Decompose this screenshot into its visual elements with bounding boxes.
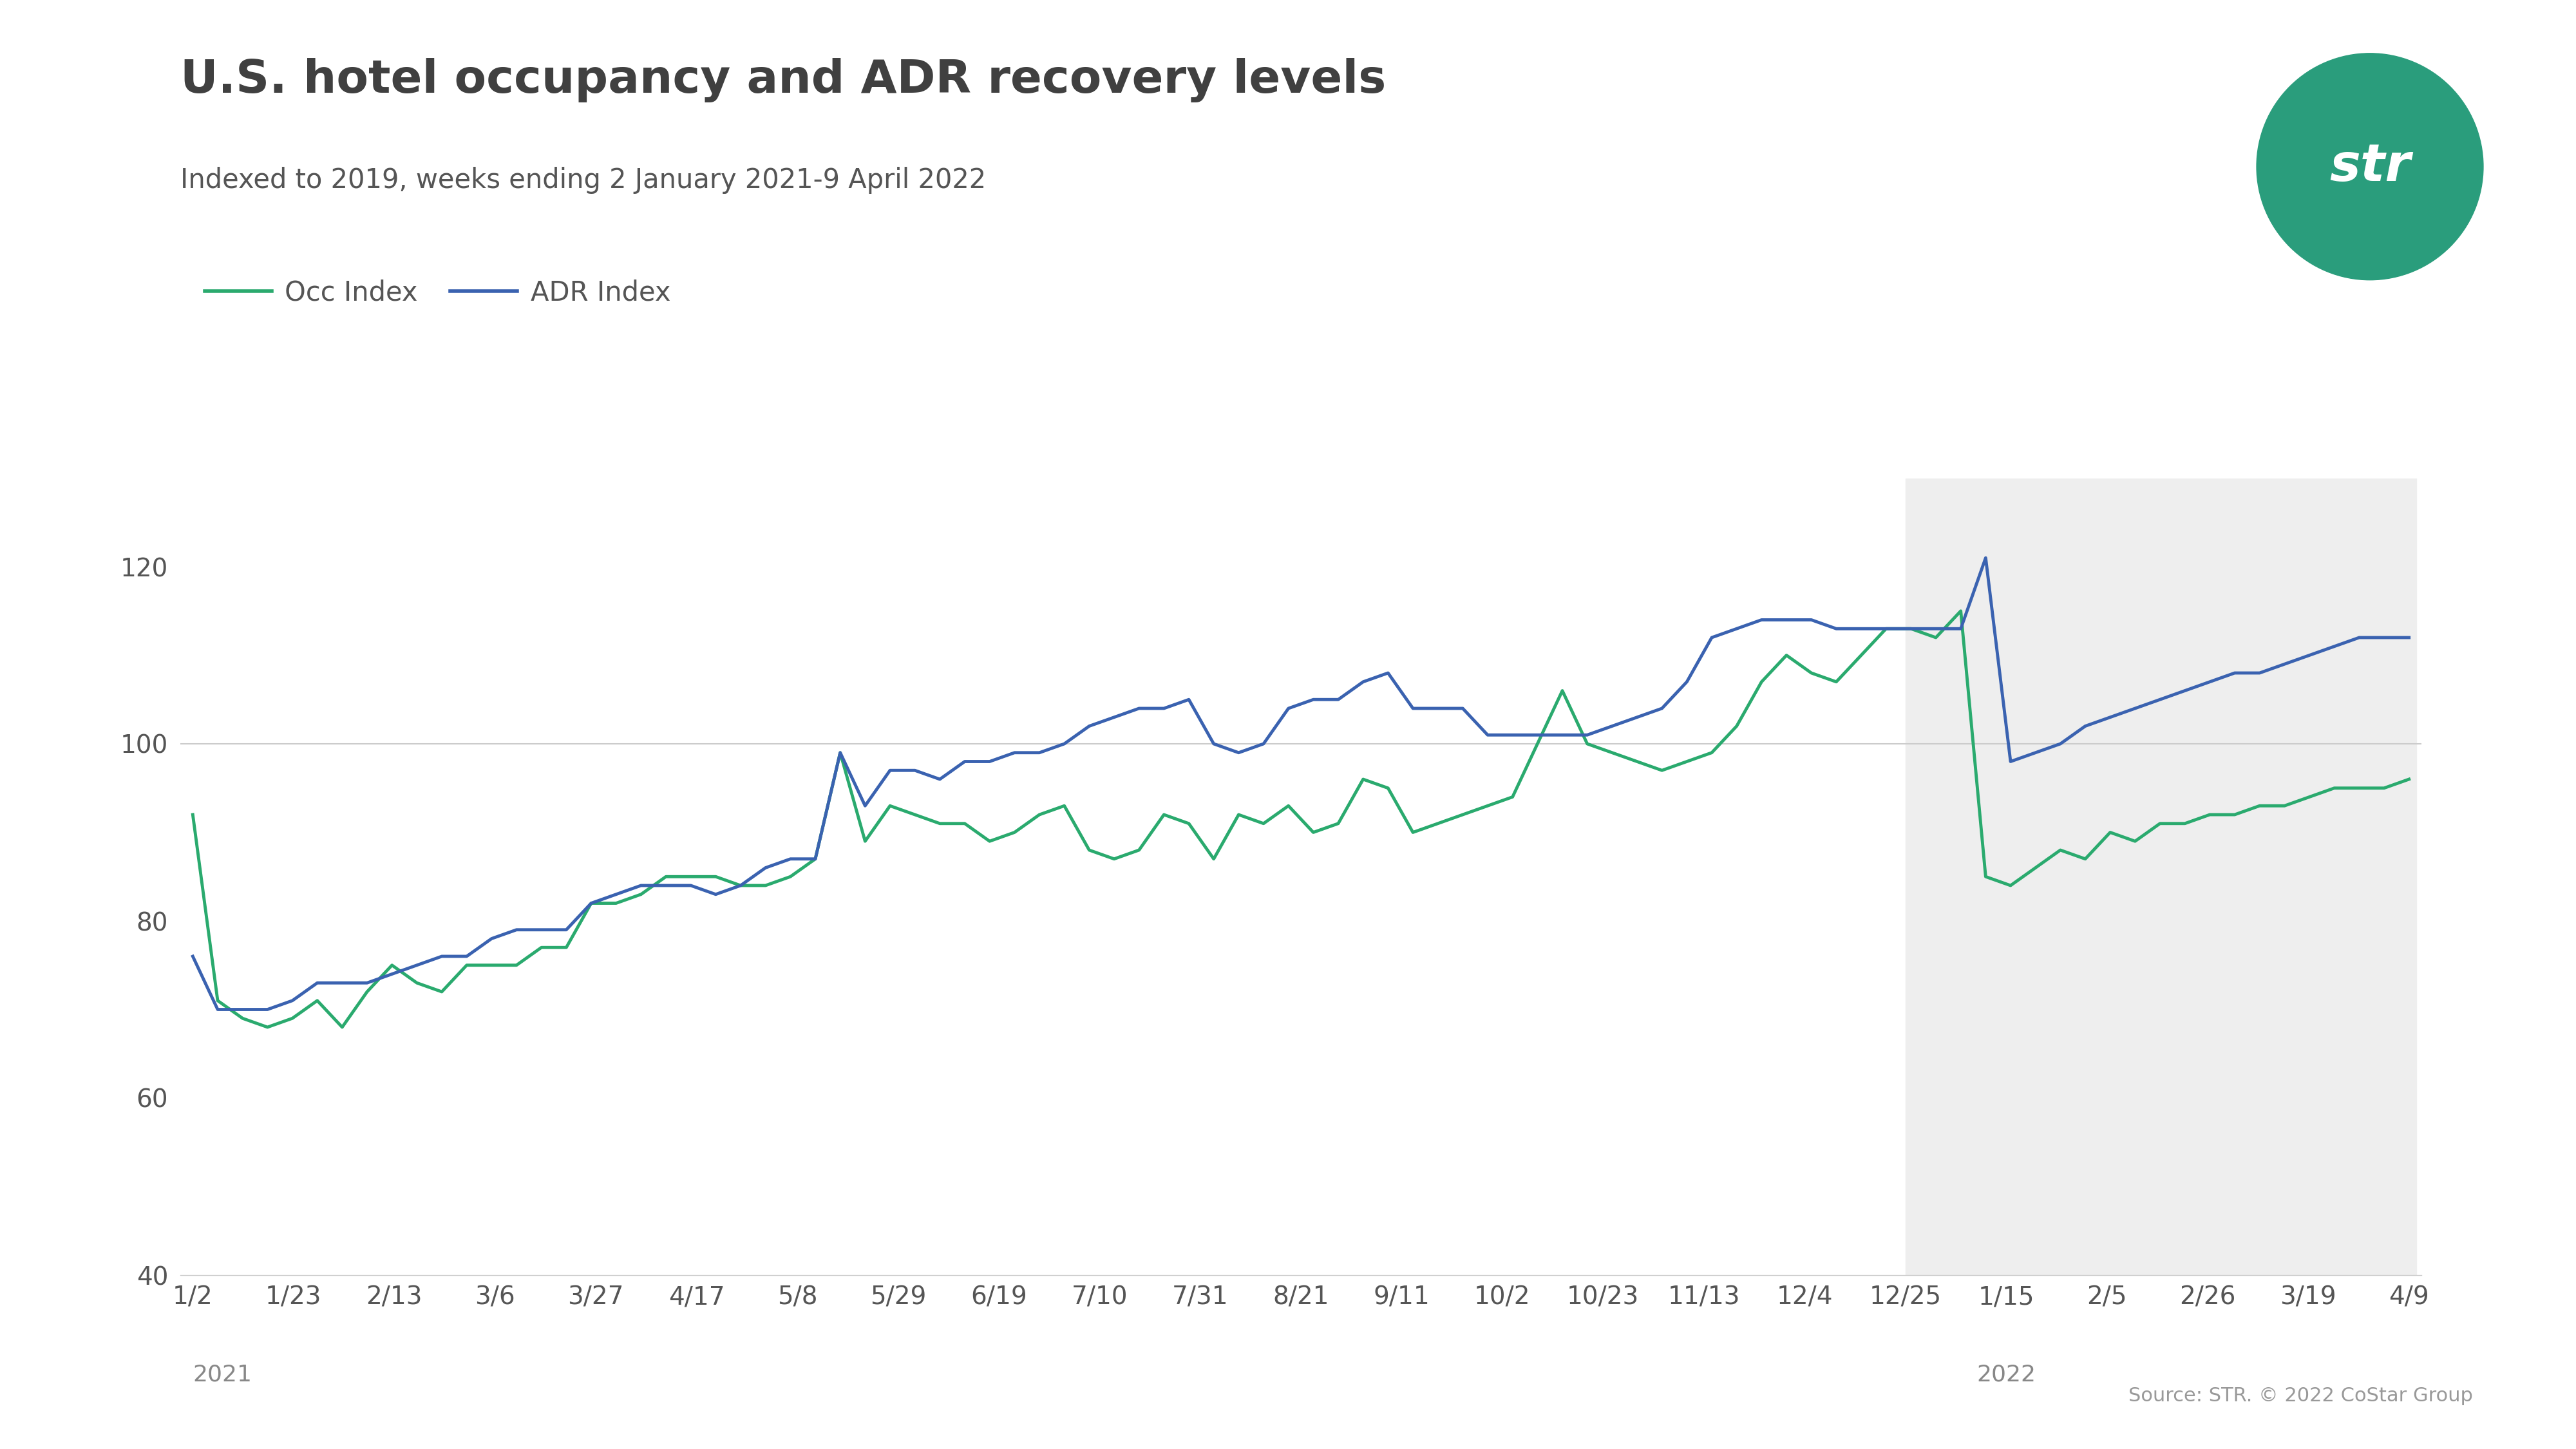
Circle shape bbox=[2257, 54, 2483, 280]
Text: 2022: 2022 bbox=[1976, 1364, 2035, 1385]
Text: str: str bbox=[2329, 142, 2411, 191]
Legend: Occ Index, ADR Index: Occ Index, ADR Index bbox=[193, 268, 683, 317]
Text: Source: STR. © 2022 CoStar Group: Source: STR. © 2022 CoStar Group bbox=[2128, 1387, 2473, 1406]
Text: U.S. hotel occupancy and ADR recovery levels: U.S. hotel occupancy and ADR recovery le… bbox=[180, 58, 1386, 103]
Text: 2021: 2021 bbox=[193, 1364, 252, 1385]
Text: Indexed to 2019, weeks ending 2 January 2021-9 April 2022: Indexed to 2019, weeks ending 2 January … bbox=[180, 167, 987, 194]
Bar bbox=[1906, 478, 2416, 1275]
